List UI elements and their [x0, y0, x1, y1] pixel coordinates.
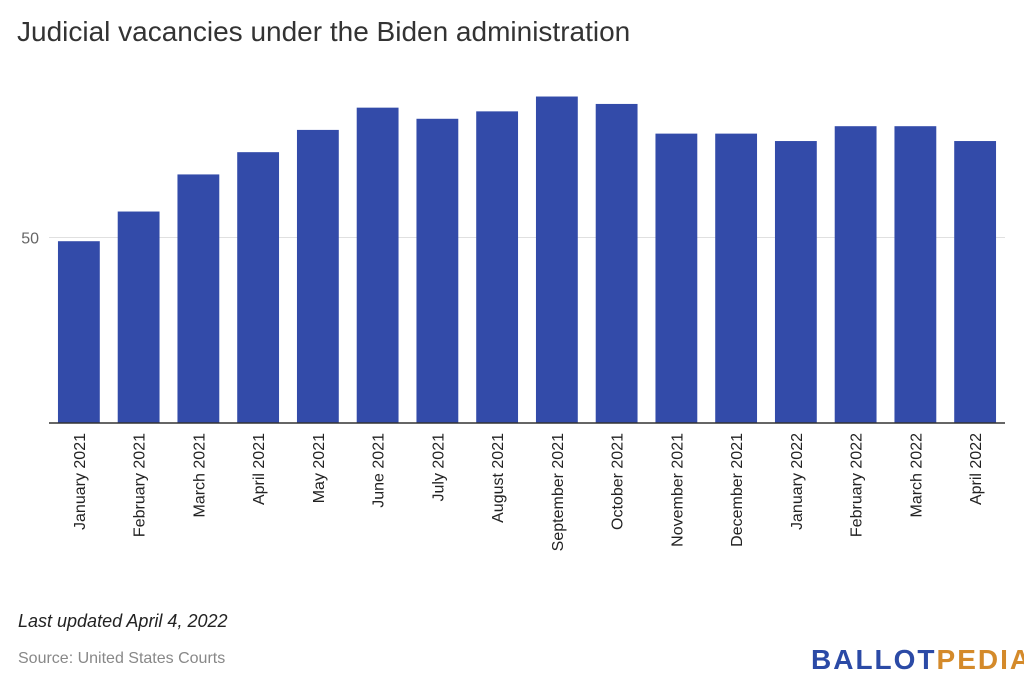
- x-tick-label: April 2022: [968, 433, 985, 505]
- bar: [177, 174, 220, 423]
- bar: [595, 103, 638, 423]
- x-tick-label: July 2021: [430, 433, 447, 502]
- x-tick-label: February 2022: [849, 433, 866, 537]
- x-tick-label: February 2021: [132, 433, 149, 537]
- source-note: Source: United States Courts: [18, 650, 226, 667]
- bar: [834, 126, 877, 423]
- x-tick-label: June 2021: [371, 433, 388, 508]
- bar: [715, 133, 758, 423]
- bar: [416, 118, 459, 423]
- bar: [774, 141, 817, 424]
- x-tick-label: October 2021: [610, 433, 627, 530]
- bar: [535, 96, 578, 424]
- x-tick-label: September 2021: [550, 433, 567, 551]
- bar: [954, 141, 997, 424]
- bar: [57, 241, 100, 423]
- chart-title: Judicial vacancies under the Biden admin…: [17, 16, 631, 47]
- bar: [476, 111, 519, 424]
- x-tick-label: January 2022: [789, 433, 806, 530]
- x-tick-label: November 2021: [669, 433, 686, 547]
- logo-part-ballot: BALLOT: [811, 644, 937, 675]
- ballotpedia-logo: BALLOTPEDIA: [811, 644, 1024, 676]
- bar-chart: 50 January 2021 February 2021 March 2021 Apr…: [21, 96, 1005, 551]
- x-tick-label: March 2021: [191, 433, 208, 518]
- bar: [655, 133, 698, 423]
- bar: [356, 107, 399, 424]
- x-tick-label: August 2021: [490, 433, 507, 523]
- x-tick-label: March 2022: [908, 433, 925, 518]
- x-tick-label: January 2021: [72, 433, 89, 530]
- bar: [237, 152, 280, 424]
- x-tick-label: December 2021: [729, 433, 746, 547]
- bar: [296, 129, 339, 423]
- logo-part-pedia: PEDIA: [936, 644, 1024, 675]
- y-tick-label: 50: [21, 231, 39, 248]
- bar: [894, 126, 937, 423]
- x-tick-label: April 2021: [251, 433, 268, 505]
- last-updated-note: Last updated April 4, 2022: [18, 611, 228, 631]
- bar: [117, 211, 160, 423]
- x-tick-label: May 2021: [311, 433, 328, 503]
